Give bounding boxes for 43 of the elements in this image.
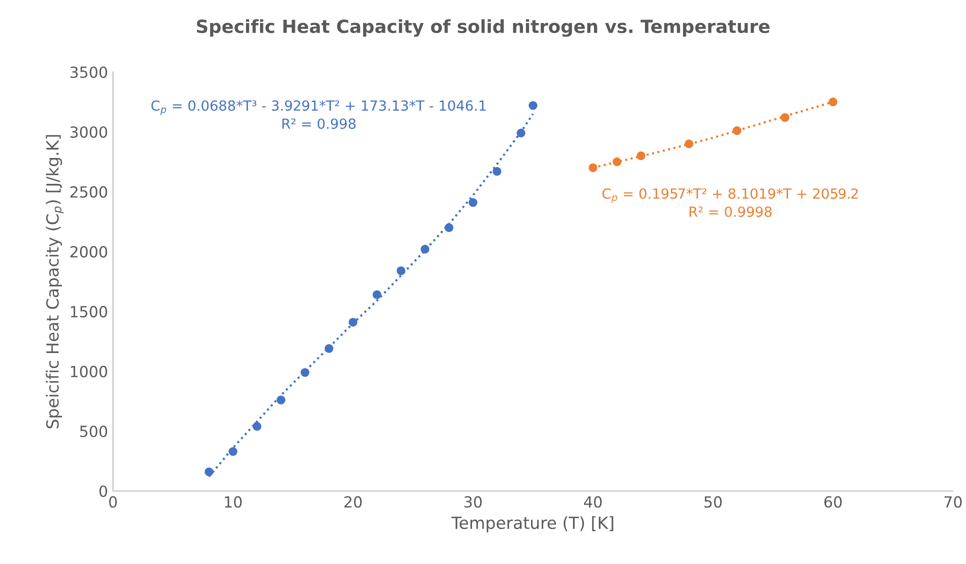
- x-tick-label: 60: [824, 496, 842, 508]
- x-tick-label: 50: [704, 496, 722, 508]
- point: [732, 126, 742, 136]
- annotation: C$_{p}$ = 0.0688*T³ - 3.9291*T² + 173.13*T - 1046.1 R² = 0.998: [151, 100, 486, 129]
- point: [372, 290, 382, 300]
- point: [528, 101, 538, 110]
- x-tick-label: 10: [224, 496, 242, 508]
- point: [468, 198, 478, 207]
- point: [420, 244, 430, 254]
- x-tick-label: 0: [109, 496, 117, 508]
- y-tick-label: 2000: [70, 246, 108, 258]
- y-tick-label: 3000: [70, 126, 108, 138]
- point: [228, 447, 238, 456]
- point: [612, 157, 622, 166]
- point: [252, 422, 262, 431]
- point: [444, 223, 454, 232]
- point: [300, 368, 310, 377]
- point: [828, 98, 838, 106]
- x-tick-label: 20: [344, 496, 362, 508]
- y-tick-label: 1500: [70, 306, 108, 318]
- y-tick-label: 2500: [70, 186, 108, 198]
- point: [348, 318, 358, 327]
- x-tick-label: 30: [464, 496, 482, 508]
- point: [396, 266, 406, 276]
- point: [780, 113, 790, 122]
- point: [516, 128, 526, 138]
- point: [204, 467, 214, 476]
- annotation: C$_{p}$ = 0.1957*T² + 8.1019*T + 2059.2 R² = 0.9998: [602, 188, 858, 217]
- point: [636, 151, 646, 160]
- y-tick-label: 3500: [70, 66, 108, 78]
- y-tick-label: 500: [80, 426, 108, 438]
- y-axis-title: Speicific Heat Capacity (C$_{p}$) [J/kg.K]: [46, 135, 64, 428]
- point: [324, 344, 334, 353]
- point: [276, 396, 286, 404]
- point: [684, 139, 694, 148]
- point: [492, 166, 502, 176]
- x-tick-label: 70: [944, 496, 962, 508]
- x-tick-label: 40: [584, 496, 602, 508]
- y-tick-label: 0: [99, 485, 108, 498]
- x-axis-title: Temperature (T) [K]: [451, 516, 614, 532]
- y-tick-label: 1000: [70, 366, 108, 378]
- point: [588, 163, 598, 172]
- chart-title: Specific Heat Capacity of solid nitrogen vs. Temperature: [196, 19, 770, 37]
